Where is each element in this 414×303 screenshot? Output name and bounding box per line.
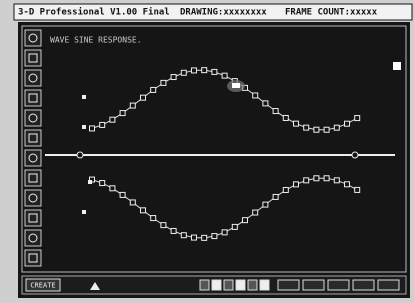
wave-node[interactable]: [304, 178, 309, 183]
swatch[interactable]: [212, 280, 221, 290]
counter-box[interactable]: [303, 280, 324, 290]
wave-node[interactable]: [232, 224, 237, 229]
wave-node[interactable]: [120, 192, 125, 197]
screen: 3-D Professional V1.00 Final DRAWING:xxx…: [0, 0, 414, 303]
wave-node[interactable]: [355, 187, 360, 192]
wave-node[interactable]: [120, 111, 125, 116]
create-label: CREATE: [30, 282, 55, 290]
wave-node[interactable]: [130, 200, 135, 205]
marker: [393, 62, 401, 70]
handle: [82, 125, 86, 129]
wave-node[interactable]: [141, 208, 146, 213]
wave-node[interactable]: [294, 182, 299, 187]
tool-button[interactable]: [25, 130, 41, 146]
wave-node[interactable]: [171, 75, 176, 80]
wave-node[interactable]: [243, 218, 248, 223]
wave-node[interactable]: [181, 233, 186, 238]
wave-node[interactable]: [151, 87, 156, 92]
tool-button[interactable]: [25, 30, 41, 46]
swatch[interactable]: [224, 280, 233, 290]
wave-node[interactable]: [202, 68, 207, 73]
wave-node[interactable]: [253, 210, 258, 215]
tool-button[interactable]: [25, 210, 41, 226]
wave-node[interactable]: [324, 127, 329, 132]
tool-button[interactable]: [25, 70, 41, 86]
wave-node[interactable]: [161, 80, 166, 85]
wave-node[interactable]: [263, 202, 268, 207]
wave-node[interactable]: [212, 69, 217, 74]
wave-node[interactable]: [212, 234, 217, 239]
counter-box[interactable]: [328, 280, 349, 290]
wave-node[interactable]: [273, 194, 278, 199]
handle: [88, 180, 92, 184]
wave-node[interactable]: [100, 122, 105, 127]
wave-node[interactable]: [222, 73, 227, 78]
swatch[interactable]: [236, 280, 245, 290]
wave-node[interactable]: [314, 176, 319, 181]
axis-node: [77, 152, 83, 158]
counter-box[interactable]: [353, 280, 374, 290]
wave-node[interactable]: [283, 188, 288, 193]
tool-button[interactable]: [25, 190, 41, 206]
wave-node[interactable]: [192, 68, 197, 73]
wave-node[interactable]: [151, 216, 156, 221]
wave-node[interactable]: [334, 125, 339, 130]
wave-node[interactable]: [222, 230, 227, 235]
tool-button[interactable]: [25, 230, 41, 246]
wave-node[interactable]: [314, 127, 319, 132]
wave-node[interactable]: [202, 235, 207, 240]
counter-box[interactable]: [378, 280, 399, 290]
tool-button[interactable]: [25, 250, 41, 266]
wave-node[interactable]: [161, 223, 166, 228]
wave-node[interactable]: [181, 70, 186, 75]
workspace: [18, 22, 410, 298]
wave-node[interactable]: [273, 109, 278, 114]
wave-node[interactable]: [253, 93, 258, 98]
app-title: 3-D Professional V1.00 Final: [18, 7, 170, 18]
swatch[interactable]: [200, 280, 209, 290]
frame-count: FRAME COUNT:xxxxx: [285, 8, 378, 18]
swatch[interactable]: [248, 280, 257, 290]
wave-node[interactable]: [345, 182, 350, 187]
tool-button[interactable]: [25, 90, 41, 106]
swatch[interactable]: [260, 280, 269, 290]
wave-node[interactable]: [334, 178, 339, 183]
axis-node: [352, 152, 358, 158]
page: 3-D Professional V1.00 Final DRAWING:xxx…: [0, 0, 414, 303]
tool-button[interactable]: [25, 150, 41, 166]
wave-node[interactable]: [110, 117, 115, 122]
tool-button[interactable]: [25, 110, 41, 126]
wave-node[interactable]: [283, 115, 288, 120]
wave-node[interactable]: [192, 235, 197, 240]
wave-node[interactable]: [171, 228, 176, 233]
canvas-label: WAVE SINE RESPONSE.: [50, 36, 142, 45]
wave-node[interactable]: [355, 116, 360, 121]
wave-node[interactable]: [263, 101, 268, 106]
wave-node[interactable]: [141, 95, 146, 100]
tool-button[interactable]: [25, 50, 41, 66]
wave-node[interactable]: [100, 181, 105, 186]
wave-node[interactable]: [324, 176, 329, 181]
drawing-name: DRAWING:xxxxxxxx: [180, 8, 267, 18]
wave-node[interactable]: [90, 126, 95, 131]
counter-box[interactable]: [278, 280, 299, 290]
wave-node[interactable]: [130, 103, 135, 108]
wave-node[interactable]: [294, 121, 299, 126]
cursor: [232, 83, 240, 88]
wave-node[interactable]: [110, 186, 115, 191]
handle: [82, 95, 86, 99]
handle: [82, 210, 86, 214]
tool-button[interactable]: [25, 170, 41, 186]
wave-node[interactable]: [345, 121, 350, 126]
wave-node[interactable]: [304, 125, 309, 130]
